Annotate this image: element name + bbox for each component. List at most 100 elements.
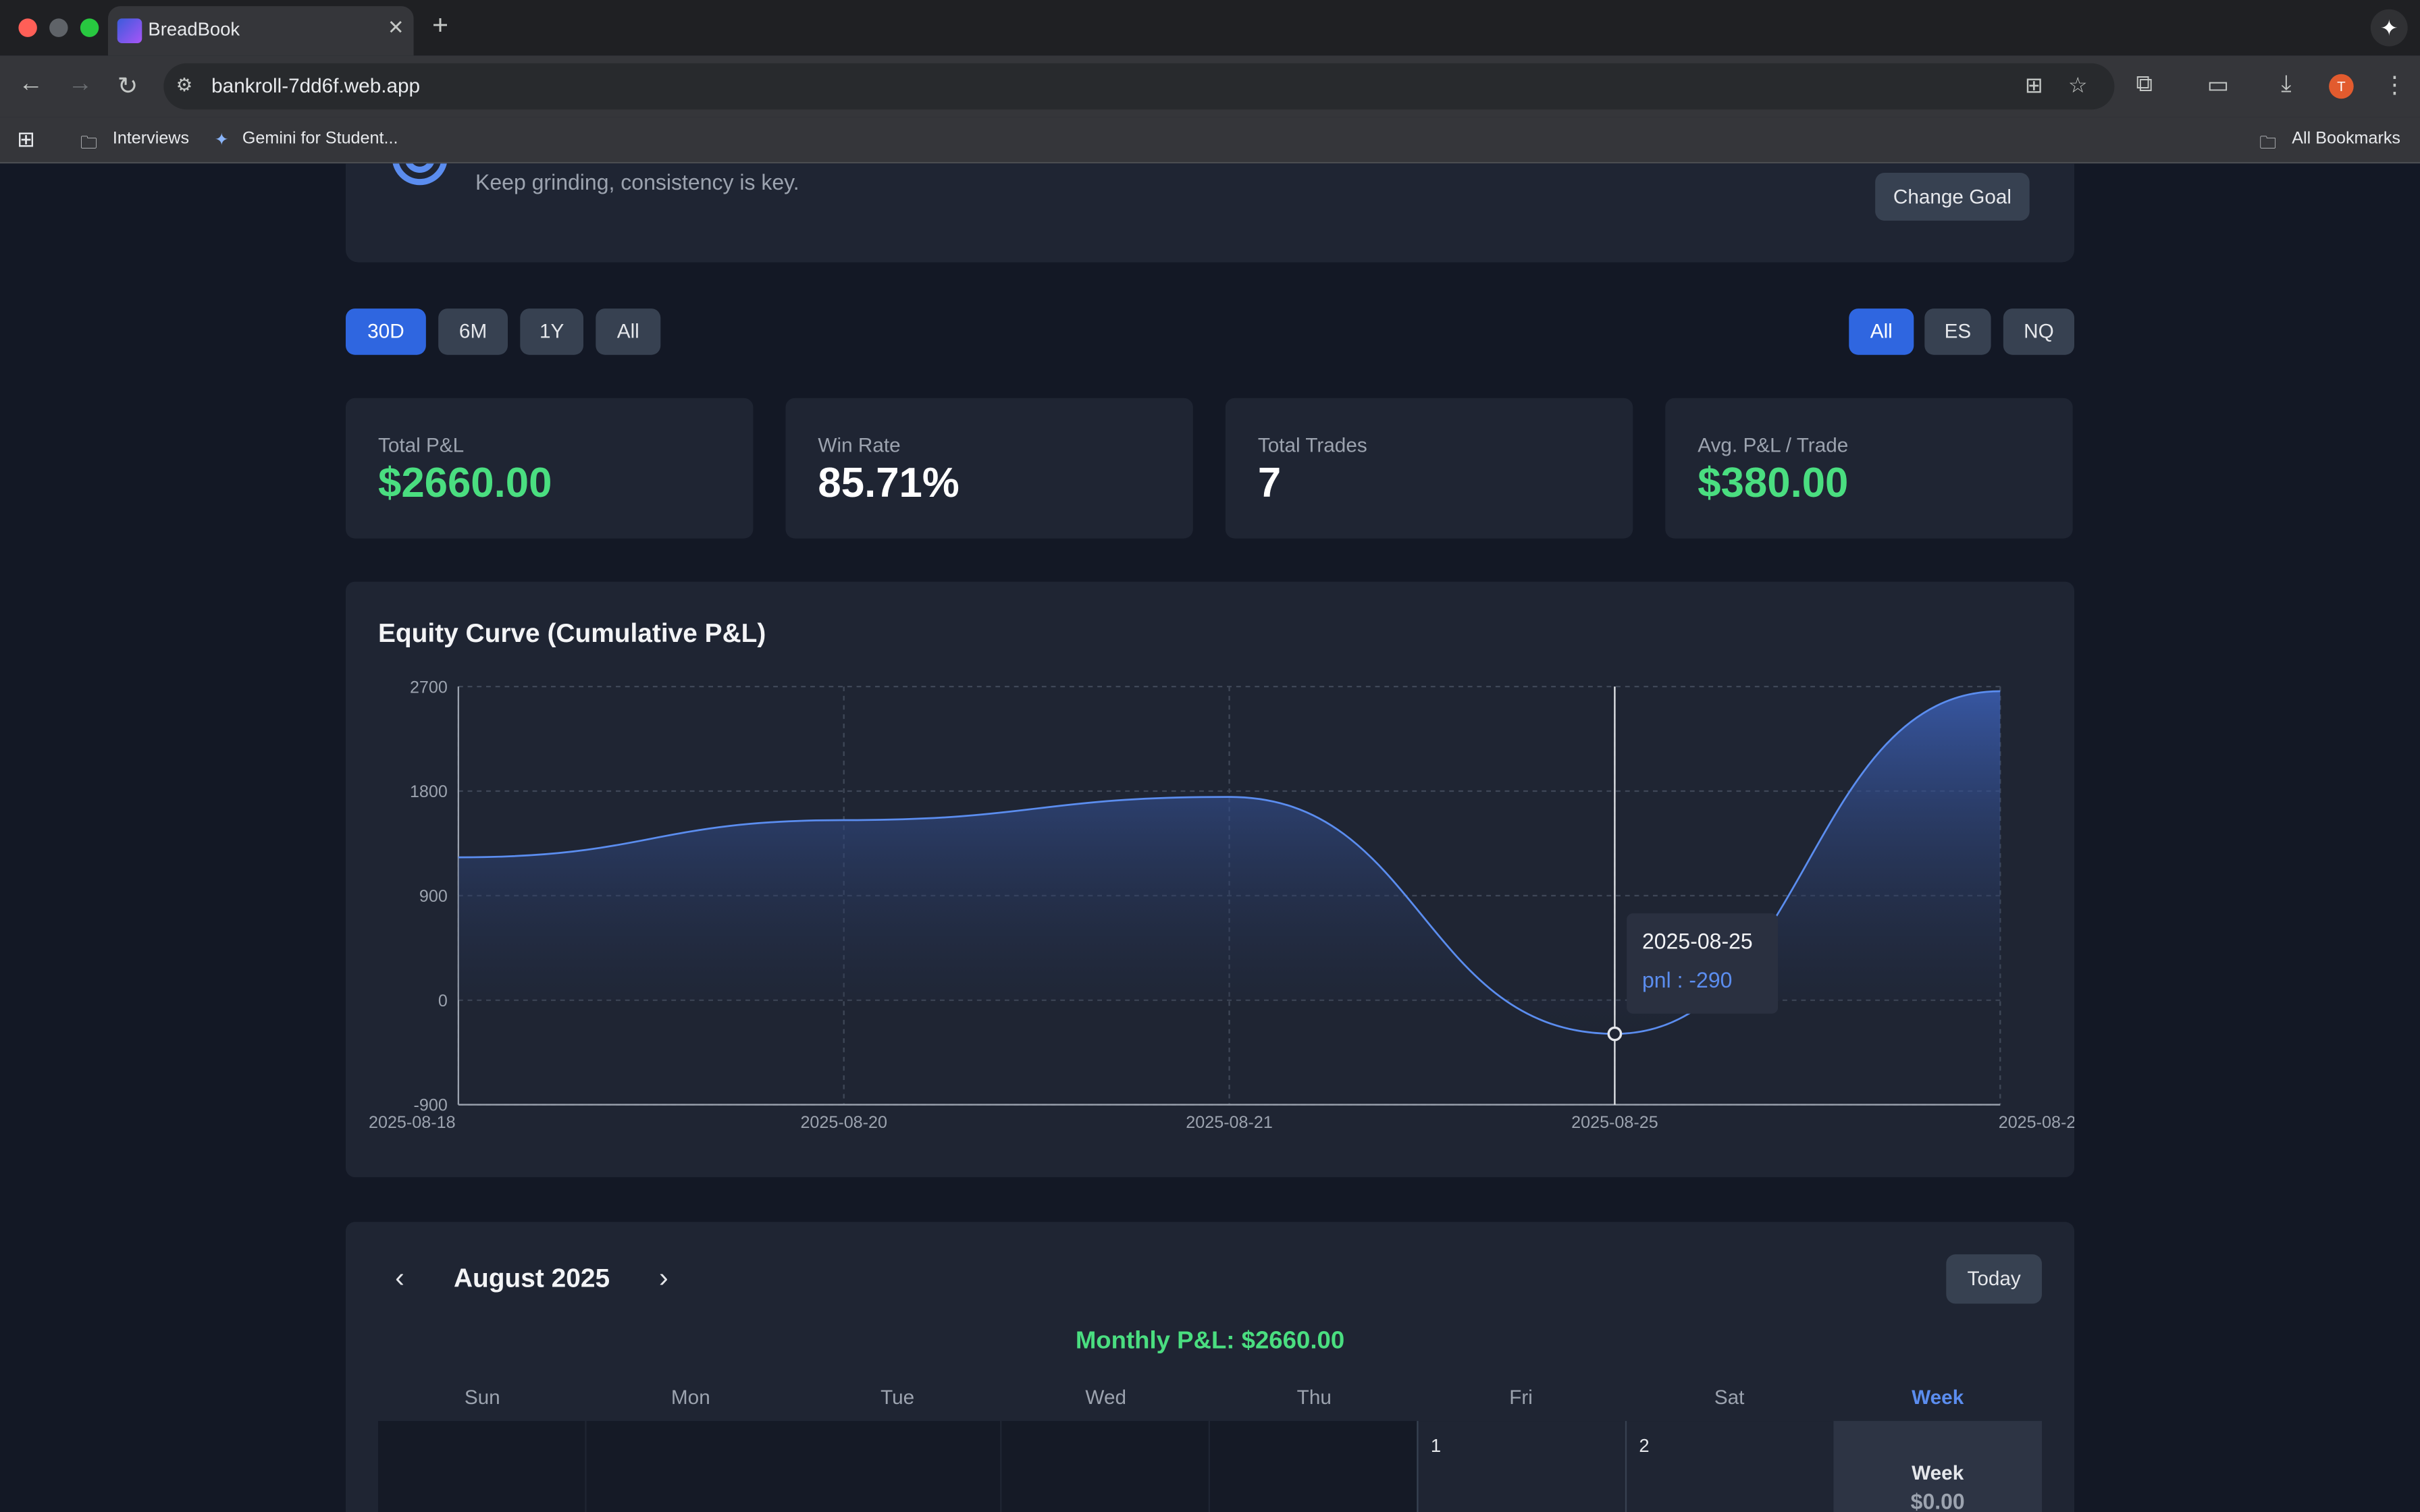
address-bar[interactable]: ⚙ bankroll-7dd6f.web.app ⊞ ☆ bbox=[163, 63, 2115, 110]
profile-avatar[interactable]: T bbox=[2329, 74, 2354, 99]
prev-month-icon[interactable]: ‹ bbox=[395, 1262, 404, 1293]
calendar-day-cell[interactable] bbox=[1210, 1421, 1417, 1512]
instrument-es-button[interactable]: ES bbox=[1924, 308, 1991, 355]
calendar-card: ‹ August 2025 › Today Monthly P&L: $2660… bbox=[346, 1222, 2075, 1512]
range-all-button[interactable]: All bbox=[596, 308, 661, 355]
calendar-month: August 2025 bbox=[454, 1264, 610, 1293]
install-app-icon[interactable]: ⊞ bbox=[2024, 72, 2043, 97]
gemini-icon: ✦ bbox=[214, 131, 229, 150]
dow-sun: Sun bbox=[464, 1385, 500, 1409]
minimize-window-button[interactable] bbox=[49, 18, 68, 37]
close-tab-icon[interactable]: ✕ bbox=[387, 15, 404, 39]
browser-toolbar: ← → ↻ ⚙ bankroll-7dd6f.web.app ⊞ ☆ ⧉ ▭ ⤓… bbox=[0, 55, 2420, 117]
dow-mon: Mon bbox=[670, 1385, 710, 1409]
active-point bbox=[1607, 1026, 1623, 1042]
goal-card: Keep grinding, consistency is key. Chang… bbox=[346, 163, 2075, 263]
dow-week: Week bbox=[1912, 1385, 1964, 1409]
bookmark-interviews[interactable]: Interviews bbox=[112, 130, 190, 148]
tab-title: BreadBook bbox=[148, 18, 240, 40]
maximize-window-button[interactable] bbox=[80, 18, 99, 37]
menu-kebab-icon[interactable]: ⋮ bbox=[2383, 72, 2406, 99]
folder-icon: 🗀 bbox=[80, 134, 97, 153]
x-tick-label: 2025-08-21 bbox=[1186, 1113, 1273, 1132]
bookmark-star-icon[interactable]: ☆ bbox=[2068, 72, 2088, 97]
calendar-day-cell[interactable] bbox=[793, 1421, 1001, 1512]
tooltip-value: pnl : -290 bbox=[1642, 967, 1733, 992]
stat-win-rate: Win Rate 85.71% bbox=[785, 398, 1193, 539]
instrument-all-button[interactable]: All bbox=[1849, 308, 1914, 355]
dow-fri: Fri bbox=[1509, 1385, 1533, 1409]
range-30d-button[interactable]: 30D bbox=[346, 308, 426, 355]
instrument-nq-button[interactable]: NQ bbox=[2003, 308, 2075, 355]
close-window-button[interactable] bbox=[18, 18, 37, 37]
calendar-day-cell[interactable] bbox=[1001, 1421, 1209, 1512]
tooltip-date: 2025-08-25 bbox=[1642, 929, 1753, 954]
stat-avg-pnl: Avg. P&L / Trade $380.00 bbox=[1665, 398, 2073, 539]
stat-total-trades: Total Trades 7 bbox=[1225, 398, 1633, 539]
week-amount: $0.00 bbox=[1910, 1488, 1965, 1512]
x-tick-label: 2025-08-20 bbox=[800, 1113, 887, 1132]
dow-sat: Sat bbox=[1714, 1385, 1745, 1409]
stat-label: Avg. P&L / Trade bbox=[1698, 433, 1849, 457]
day-number: 2 bbox=[1639, 1434, 1650, 1457]
reload-icon[interactable]: ↻ bbox=[117, 74, 138, 101]
new-tab-icon[interactable]: + bbox=[432, 9, 449, 40]
tab-search-icon[interactable]: ▭ bbox=[2207, 72, 2230, 99]
calendar-day-cell[interactable] bbox=[586, 1421, 793, 1512]
x-tick-label: 2025-08-18 bbox=[369, 1113, 456, 1132]
x-tick-label: 2025-08-25 bbox=[1571, 1113, 1658, 1132]
dow-wed: Wed bbox=[1085, 1385, 1127, 1409]
url-text[interactable]: bankroll-7dd6f.web.app bbox=[211, 74, 421, 97]
target-icon bbox=[392, 163, 448, 186]
today-button[interactable]: Today bbox=[1946, 1254, 2043, 1304]
equity-line bbox=[458, 690, 2001, 1035]
extensions-icon[interactable]: ⧉ bbox=[2136, 71, 2153, 97]
stat-label: Win Rate bbox=[818, 433, 901, 457]
y-tick-label: 1800 bbox=[410, 782, 448, 801]
stat-value: 85.71% bbox=[818, 460, 959, 506]
bookmark-gemini[interactable]: Gemini for Student... bbox=[242, 130, 398, 148]
stat-total-pnl: Total P&L $2660.00 bbox=[346, 398, 754, 539]
calendar-day-cell[interactable]: 2 bbox=[1625, 1421, 1833, 1512]
page-content: Keep grinding, consistency is key. Chang… bbox=[0, 163, 2420, 1512]
site-info-icon[interactable]: ⚙ bbox=[176, 74, 193, 96]
stat-label: Total P&L bbox=[378, 433, 465, 457]
goal-message: Keep grinding, consistency is key. bbox=[475, 169, 799, 194]
y-tick-label: 0 bbox=[438, 992, 448, 1010]
range-6m-button[interactable]: 6M bbox=[438, 308, 508, 355]
chart-title: Equity Curve (Cumulative P&L) bbox=[378, 618, 766, 649]
range-1y-button[interactable]: 1Y bbox=[520, 308, 584, 355]
breadbook-favicon-icon bbox=[117, 18, 142, 43]
y-tick-label: -900 bbox=[414, 1096, 448, 1115]
week-summary-cell: Week $0.00 bbox=[1833, 1421, 2043, 1512]
x-tick-label: 2025-08-26 bbox=[1999, 1113, 2074, 1132]
stat-value: $380.00 bbox=[1698, 460, 1849, 506]
calendar-day-cell[interactable]: 1 bbox=[1417, 1421, 1624, 1512]
bookmarks-bar: ⊞ 🗀 Interviews ✦ Gemini for Student... 🗀… bbox=[0, 117, 2420, 164]
dow-tue: Tue bbox=[880, 1385, 915, 1409]
folder-icon: 🗀 bbox=[2259, 134, 2277, 153]
y-tick-label: 900 bbox=[419, 887, 448, 906]
stat-value: $2660.00 bbox=[378, 460, 552, 506]
monthly-pnl: Monthly P&L: $2660.00 bbox=[1075, 1328, 1345, 1355]
browser-titlebar: BreadBook ✕ + ✦ bbox=[0, 0, 2420, 56]
stat-label: Total Trades bbox=[1257, 433, 1367, 457]
day-number: 1 bbox=[1430, 1434, 1442, 1457]
week-label: Week bbox=[1912, 1461, 1964, 1484]
download-icon[interactable]: ⤓ bbox=[2281, 71, 2292, 97]
browser-tab[interactable]: BreadBook ✕ bbox=[108, 6, 414, 56]
dow-thu: Thu bbox=[1296, 1385, 1332, 1409]
next-month-icon[interactable]: › bbox=[659, 1262, 668, 1293]
change-goal-button[interactable]: Change Goal bbox=[1875, 173, 2030, 221]
forward-arrow-icon[interactable]: → bbox=[68, 71, 93, 97]
y-tick-label: 2700 bbox=[410, 678, 448, 697]
gemini-sparkle-icon[interactable]: ✦ bbox=[2370, 9, 2408, 47]
all-bookmarks[interactable]: All Bookmarks bbox=[2292, 130, 2400, 148]
back-arrow-icon[interactable]: ← bbox=[18, 71, 43, 97]
calendar-day-cell[interactable] bbox=[378, 1421, 585, 1512]
equity-area bbox=[458, 691, 2001, 1034]
stat-value: 7 bbox=[1257, 460, 1282, 506]
apps-grid-icon[interactable]: ⊞ bbox=[17, 126, 35, 152]
chart-tooltip: 2025-08-25 pnl : -290 bbox=[1627, 913, 1779, 1014]
